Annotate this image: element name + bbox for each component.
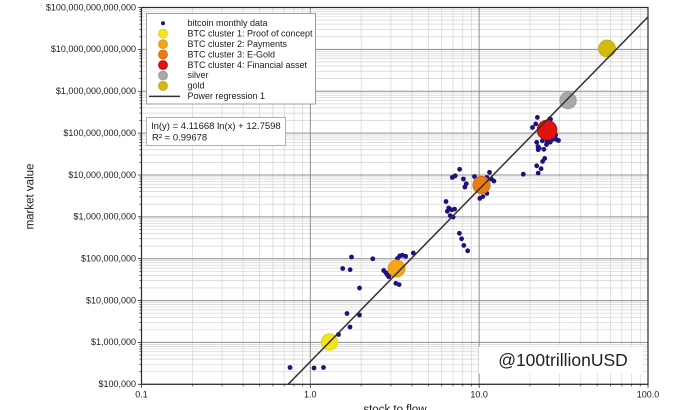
svg-text:ln(y) = 4.11668 ln(x) + 12.759: ln(y) = 4.11668 ln(x) + 12.7598: [152, 121, 281, 132]
svg-text:$100,000: $100,000: [98, 379, 136, 389]
svg-text:$100,000,000,000,000: $100,000,000,000,000: [46, 2, 136, 12]
svg-text:Power regression 1: Power regression 1: [188, 91, 266, 101]
svg-text:bitcoin monthly data: bitcoin monthly data: [188, 18, 268, 28]
svg-text:BTC cluster 4: Financial asset: BTC cluster 4: Financial asset: [188, 60, 308, 70]
svg-text:$1,000,000,000: $1,000,000,000: [73, 212, 136, 222]
svg-text:$10,000,000,000: $10,000,000,000: [68, 170, 136, 180]
svg-text:$1,000,000,000,000: $1,000,000,000,000: [56, 86, 136, 96]
svg-text:100.0: 100.0: [637, 390, 660, 400]
svg-text:stock to flow: stock to flow: [363, 404, 427, 410]
svg-text:$100,000,000,000: $100,000,000,000: [63, 128, 136, 138]
svg-text:1.0: 1.0: [304, 390, 317, 400]
svg-text:@100trillionUSD: @100trillionUSD: [498, 350, 628, 370]
svg-text:$10,000,000,000,000: $10,000,000,000,000: [51, 44, 136, 54]
svg-text:market value: market value: [25, 164, 37, 230]
svg-text:R² = 0.99678: R² = 0.99678: [152, 133, 207, 144]
svg-text:0.1: 0.1: [135, 390, 148, 400]
svg-text:$100,000,000: $100,000,000: [81, 254, 136, 264]
svg-text:silver: silver: [188, 70, 209, 80]
svg-text:10.0: 10.0: [470, 390, 488, 400]
svg-text:BTC cluster 2: Payments: BTC cluster 2: Payments: [188, 39, 288, 49]
svg-text:BTC cluster 1: Proof of concep: BTC cluster 1: Proof of concept: [188, 28, 314, 38]
svg-text:gold: gold: [188, 81, 205, 91]
svg-text:BTC cluster 3: E-Gold: BTC cluster 3: E-Gold: [188, 49, 276, 59]
svg-text:$10,000,000: $10,000,000: [86, 295, 136, 305]
svg-text:$1,000,000: $1,000,000: [91, 337, 136, 347]
